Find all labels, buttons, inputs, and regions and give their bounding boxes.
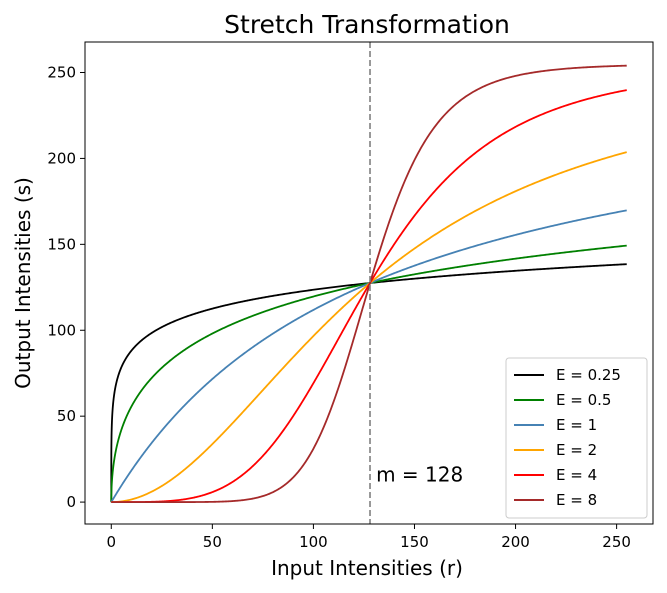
y-tick-label: 0 bbox=[66, 493, 76, 511]
x-tick-label: 250 bbox=[602, 533, 631, 551]
m-annotation: m = 128 bbox=[376, 462, 463, 486]
legend-label: E = 1 bbox=[556, 416, 597, 434]
legend-label: E = 0.5 bbox=[556, 391, 611, 409]
legend: E = 0.25 E = 0.5 E = 1 E = 2 E = 4 E = 8 bbox=[505, 357, 648, 519]
x-tick-label: 50 bbox=[203, 533, 222, 551]
series-line-e-8 bbox=[111, 64, 627, 503]
y-axis-label: Output Intensities (s) bbox=[11, 177, 35, 389]
legend-box bbox=[505, 357, 648, 519]
y-tick-label: 100 bbox=[47, 321, 76, 339]
chart-title: Stretch Transformation bbox=[224, 10, 510, 39]
x-tick-label: 150 bbox=[400, 533, 429, 551]
legend-label: E = 2 bbox=[556, 441, 597, 459]
plot-area bbox=[110, 42, 627, 524]
y-tick-label: 250 bbox=[47, 64, 76, 82]
series-line-e-0-25 bbox=[110, 263, 627, 503]
legend-label: E = 4 bbox=[556, 466, 597, 484]
legend-label: E = 0.25 bbox=[556, 366, 621, 384]
x-axis: 0 50 100 150 200 250 bbox=[107, 524, 631, 551]
x-tick-label: 100 bbox=[299, 533, 328, 551]
y-tick-label: 200 bbox=[47, 149, 76, 167]
x-tick-label: 200 bbox=[501, 533, 530, 551]
x-tick-label: 0 bbox=[107, 533, 117, 551]
series-line-e-0-5 bbox=[110, 244, 627, 503]
y-axis: 0 50 100 150 200 250 bbox=[47, 64, 85, 511]
y-tick-label: 150 bbox=[47, 235, 76, 253]
series-line-e-1 bbox=[110, 209, 627, 503]
legend-label: E = 8 bbox=[556, 491, 597, 509]
series-line-e-2 bbox=[111, 151, 627, 503]
x-axis-label: Input Intensities (r) bbox=[271, 556, 463, 580]
plot-frame bbox=[84, 41, 654, 525]
y-tick-label: 50 bbox=[57, 407, 76, 425]
